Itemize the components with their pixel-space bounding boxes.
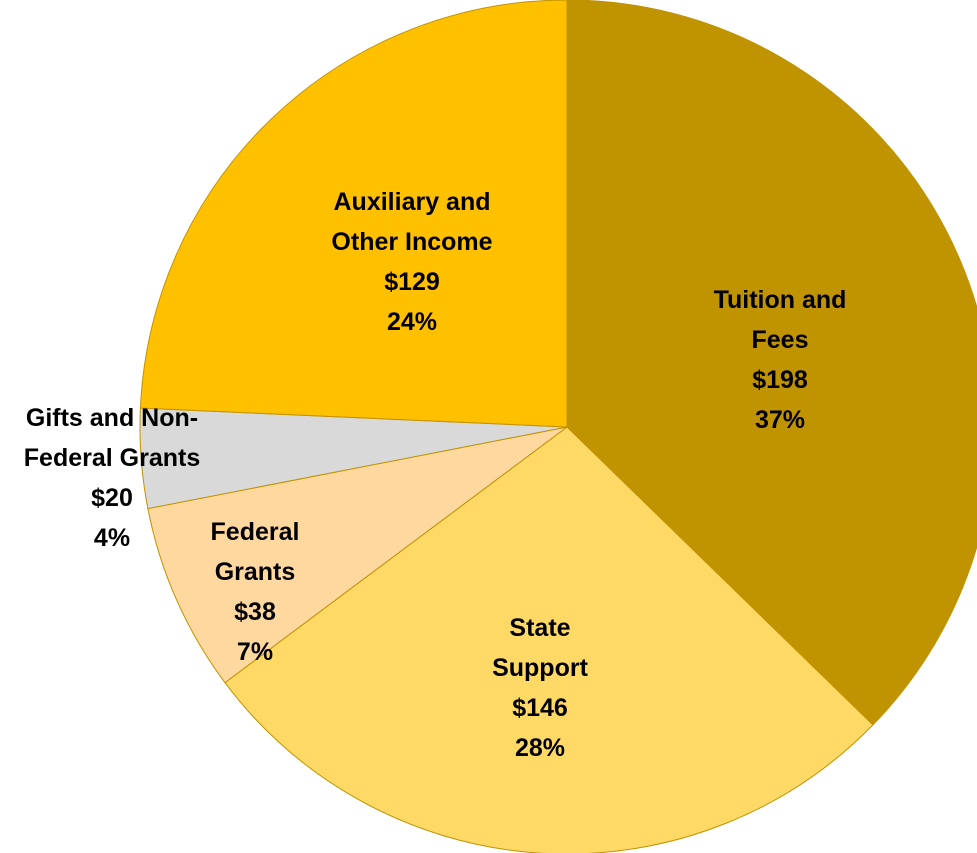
slice-name: Auxiliary and Other Income [331, 188, 493, 256]
slice-label: Tuition and Fees $198 37% [685, 280, 875, 440]
slice-name: Tuition and Fees [713, 286, 847, 354]
slice-percent: 24% [386, 308, 438, 336]
pie-slice [139, 0, 568, 428]
slice-value: $129 [384, 268, 440, 296]
slice-percent: 7% [236, 638, 274, 666]
slice-value: $38 [234, 598, 276, 626]
slice-value: $146 [512, 694, 568, 722]
slice-name: State Support [492, 614, 588, 682]
slice-label: Auxiliary and Other Income $129 24% [325, 182, 500, 342]
slice-name: Federal Grants [210, 518, 300, 586]
pie-slice [147, 426, 568, 684]
slice-percent: 28% [514, 734, 566, 762]
slice-value: $198 [752, 366, 808, 394]
slice-value: $20 [91, 484, 133, 512]
slice-label: Federal Grants $38 7% [180, 512, 330, 672]
slice-label: State Support $146 28% [460, 608, 620, 768]
slice-label: Gifts and Non-Federal Grants $20 4% [7, 398, 217, 558]
slice-percent: 37% [754, 406, 806, 434]
slice-name: Gifts and Non-Federal Grants [23, 404, 201, 472]
slice-percent: 4% [93, 524, 131, 552]
pie-slice [224, 426, 874, 853]
pie-slice [566, 0, 977, 726]
